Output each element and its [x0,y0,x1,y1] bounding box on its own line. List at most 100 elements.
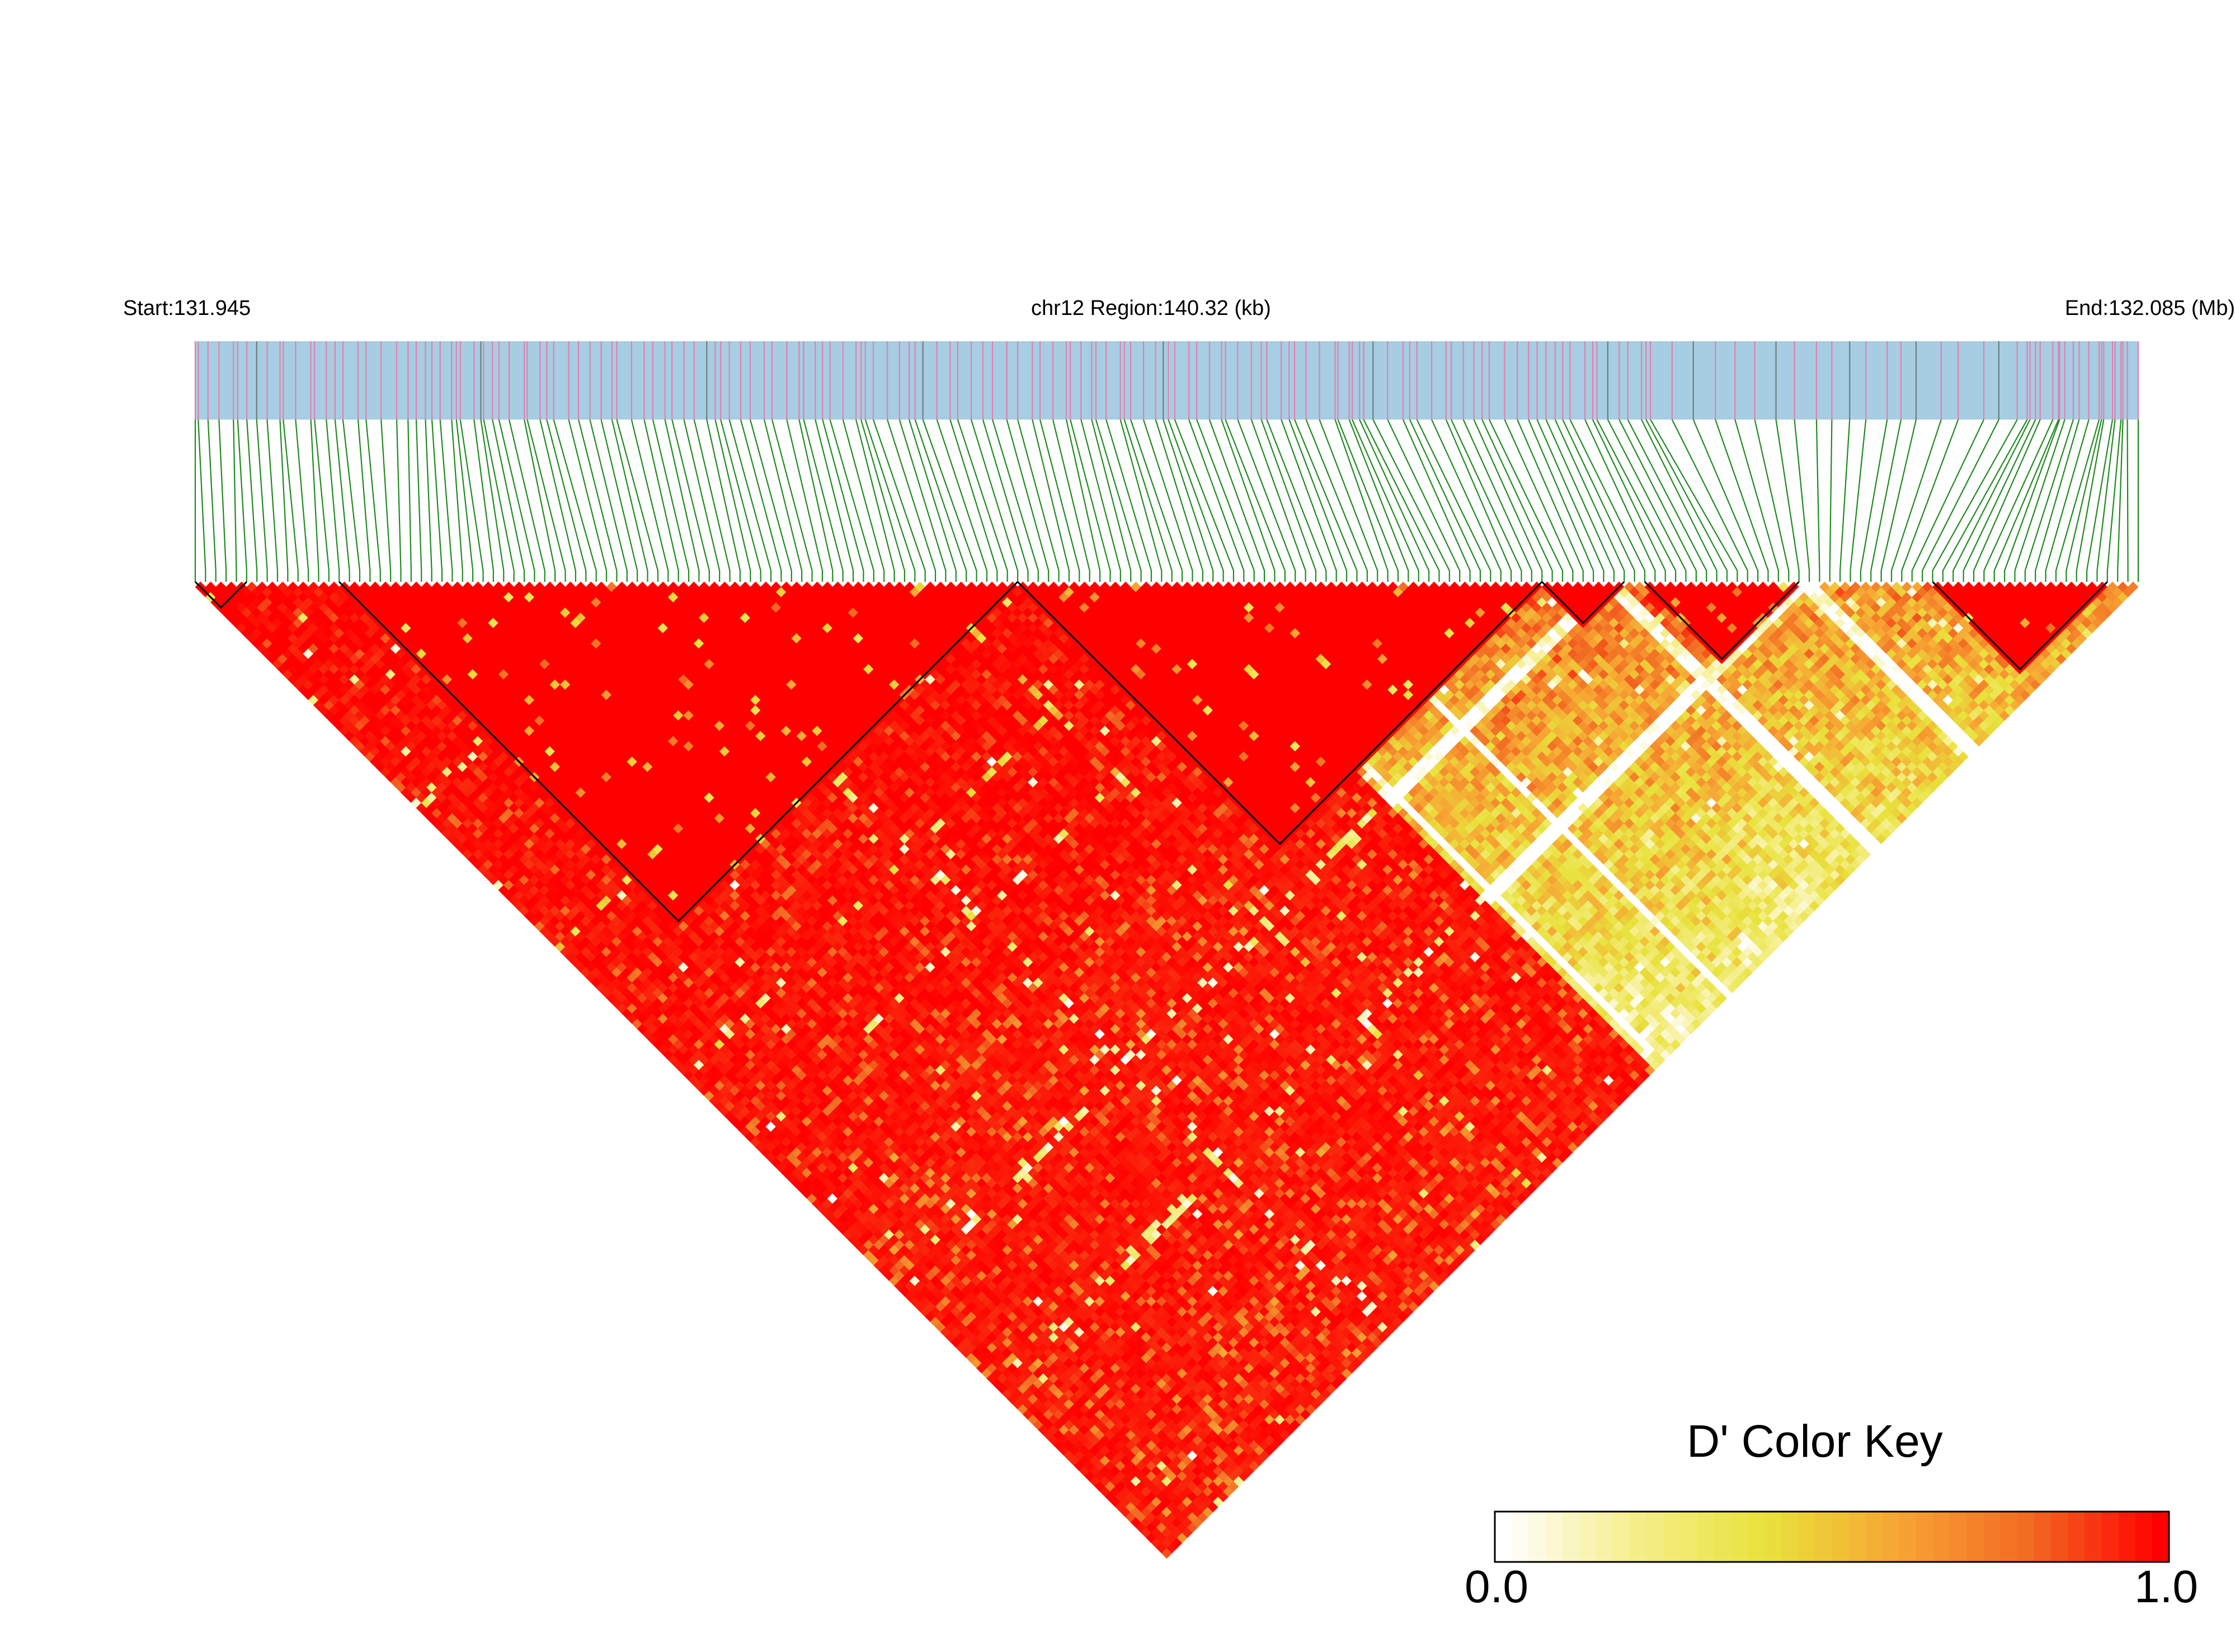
snp-connector-line [425,419,432,582]
snp-connector-line [1319,419,1378,582]
snp-connector-line [1305,419,1368,582]
snp-connector-line [970,419,1019,582]
snp-connector-line [1983,419,2054,582]
snp-connector-line [553,419,597,582]
snp-connector-line [526,419,566,582]
snp-connector-line [600,419,638,582]
snp-connector-line [2024,419,2074,582]
snp-connector-line [459,419,484,582]
snp-connector-line [1901,419,1959,582]
snp-connector-line [671,419,710,582]
snp-connector-line [1650,419,1738,582]
snp-connector-line [1348,419,1409,582]
snp-connector-line [2076,419,2105,582]
snp-connector-line [1517,419,1584,582]
snp-connector-line [630,419,669,582]
snp-connector-line [334,419,350,582]
snp-connector-line [1592,419,1666,582]
snp-connector-line [1105,419,1152,582]
snp-connector-line [256,419,268,582]
snp-connector-line [396,419,402,582]
snp-connector-line [1402,419,1471,582]
snp-connector-line [1952,419,2031,582]
snp-connector-line [1562,419,1635,582]
snp-connector-line [1032,419,1070,582]
snp-connector-line [855,419,895,582]
snp-connector-line [1545,419,1615,582]
snp-connector-line [798,419,834,582]
snp-connector-line [616,419,659,582]
snp-connector-line [1039,419,1080,582]
snp-connector-line [2055,419,2100,582]
snp-connector-line [1473,419,1543,582]
snp-connector-line [643,419,679,582]
snp-connector-line [326,419,340,582]
snp-connector-line [314,419,330,582]
snp-connector-line [1070,419,1111,582]
snp-connector-line [1237,419,1296,582]
snp-connector-line [237,419,247,582]
snp-connector-line [1130,419,1183,582]
snp-connector-line [568,419,608,582]
snp-connector-line [1352,419,1419,582]
snp-connector-line [1554,419,1625,582]
snp-connector-line [1569,419,1646,582]
snp-connector-line [763,419,803,582]
snp-connector-line [218,419,227,582]
snp-connector-line [2086,419,2114,582]
snp-connector-line [1221,419,1276,582]
snp-connector-line [914,419,967,582]
snp-connector-line [2096,419,2116,582]
snp-connector-line [1942,419,2028,582]
snp-connector-line [1168,419,1224,582]
snp-connector-line [1142,419,1193,582]
snp-connector-line [524,419,556,582]
snp-connector-line [380,419,392,582]
snp-connector-line [714,419,751,582]
snp-connector-line [2117,419,2124,582]
snp-connector-line [455,419,474,582]
snp-connector-line [233,419,237,582]
snp-connector-line [2035,419,2080,582]
snp-connector-line [1815,419,1820,582]
snp-connector-line [1174,419,1235,582]
snp-connector-line [1359,419,1430,582]
snp-connector-line [1932,419,2018,582]
snp-connector-line [1870,419,1902,582]
snp-connector-line [1260,419,1317,582]
ld-heatmap-cells [195,581,2139,1559]
snp-connector-line [1123,419,1173,582]
snp-connector-line [492,419,525,582]
snp-connector-line [1065,419,1101,582]
snp-connector-line [1839,419,1851,582]
snp-connector-line [2014,419,2065,582]
snp-connector-line [1431,419,1502,582]
snp-connector-line [295,419,309,582]
snp-connector-line [546,419,587,582]
snp-connector-line [991,419,1039,582]
snp-connector-line [1641,419,1718,582]
snp-connector-line [2004,419,2060,582]
snp-connector-line [1536,419,1605,582]
snp-connector-line [2045,419,2090,582]
snp-connector-line [578,419,618,582]
snp-connector-line [898,419,947,582]
snp-connector-line [1017,419,1060,582]
snp-connector-line [1692,419,1759,582]
snp-connector-line [1250,419,1306,582]
snp-connector-line [1155,419,1203,582]
snp-connector-line [1607,419,1687,582]
snp-connector-line [815,419,854,582]
snp-connector-line [1372,419,1450,582]
snp-connector-line [706,419,741,582]
snp-connector-line [922,419,977,582]
snp-connector-line [1091,419,1132,582]
snp-connector-line [829,419,874,582]
snp-connector-line [539,419,576,582]
snp-connector-line [771,419,813,582]
snp-connector-line [1963,419,2036,582]
snp-connector-line [749,419,792,582]
snp-connector-line [283,419,299,582]
snp-connector-line [1645,419,1728,582]
